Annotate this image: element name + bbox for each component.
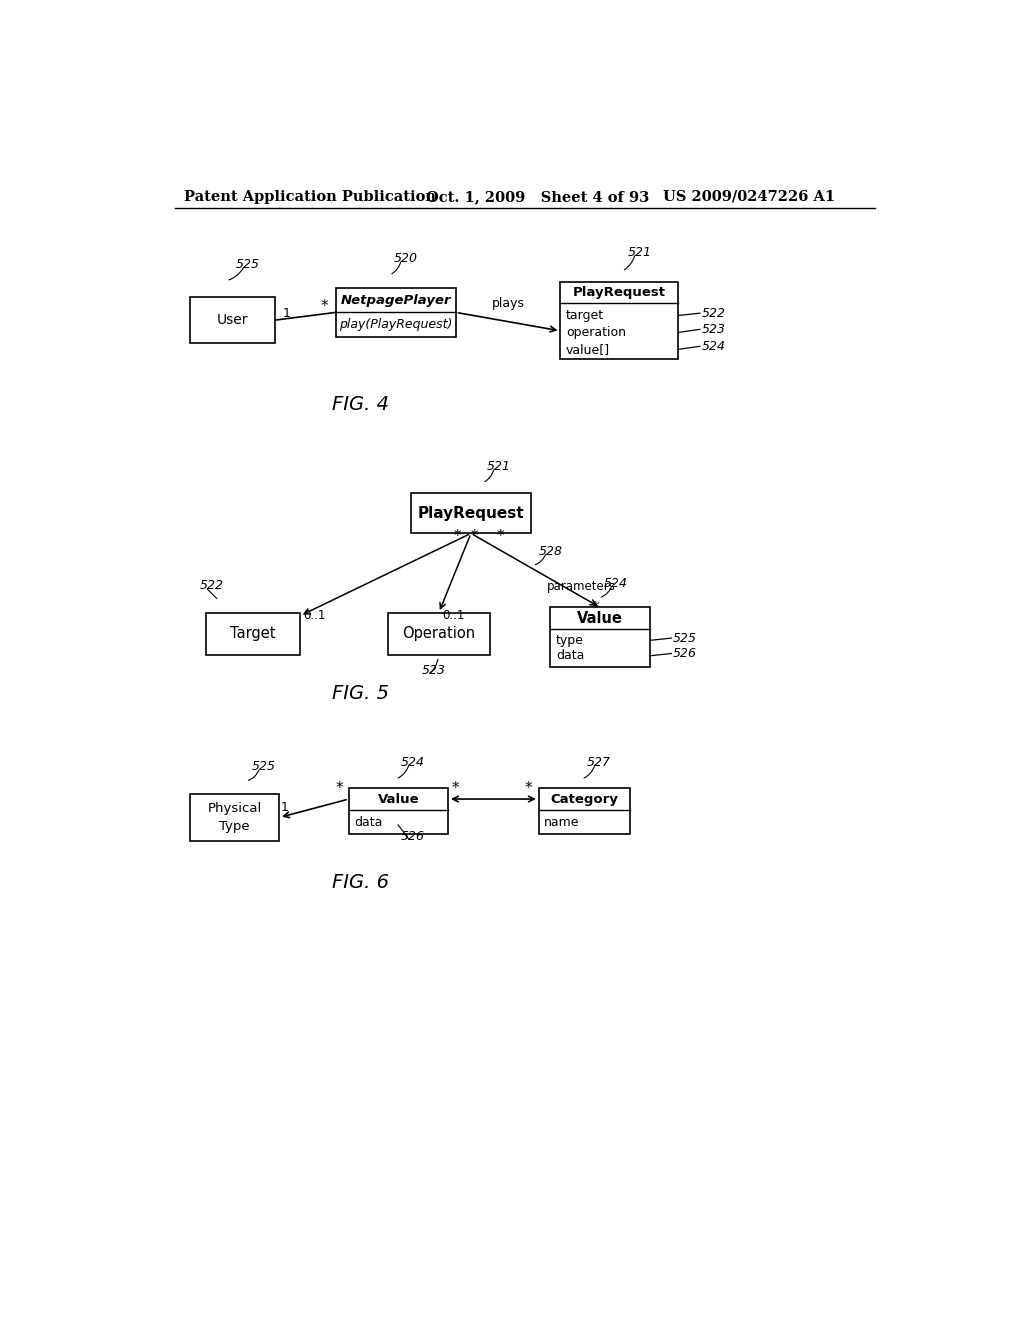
Text: 522: 522 [701, 306, 725, 319]
Text: *: * [336, 781, 343, 796]
Text: 521: 521 [628, 246, 651, 259]
Bar [388, 612, 489, 655]
Text: Physical
Type: Physical Type [208, 803, 262, 833]
Text: 525: 525 [252, 760, 275, 774]
Text: US 2009/0247226 A1: US 2009/0247226 A1 [663, 190, 835, 203]
Text: parameters: parameters [547, 581, 615, 594]
Text: User: User [217, 313, 249, 327]
Text: name: name [544, 816, 580, 829]
Text: 1: 1 [283, 308, 291, 321]
Text: operation: operation [566, 326, 626, 339]
Text: 525: 525 [237, 259, 260, 271]
Text: 523: 523 [701, 323, 725, 335]
Bar [560, 281, 678, 359]
Bar [550, 607, 649, 668]
Text: *: * [452, 781, 460, 796]
Text: 522: 522 [200, 579, 223, 593]
Text: *: * [524, 781, 531, 796]
Bar [190, 793, 280, 841]
Text: 524: 524 [401, 756, 425, 770]
Text: plays: plays [492, 297, 524, 310]
Bar [206, 612, 300, 655]
Text: 526: 526 [673, 647, 696, 660]
Text: 528: 528 [539, 545, 562, 557]
Text: 1: 1 [281, 801, 289, 814]
Text: FIG. 6: FIG. 6 [332, 873, 389, 892]
Bar [411, 494, 531, 533]
Text: Value: Value [578, 611, 623, 626]
Text: 525: 525 [673, 631, 696, 644]
Text: FIG. 5: FIG. 5 [332, 684, 389, 704]
Text: type: type [556, 634, 584, 647]
Text: 527: 527 [587, 756, 611, 770]
Bar [336, 288, 456, 337]
Text: Patent Application Publication: Patent Application Publication [183, 190, 436, 203]
Text: *: * [497, 529, 504, 544]
Text: 523: 523 [422, 664, 446, 677]
Text: *: * [322, 298, 329, 314]
Text: 524: 524 [701, 339, 725, 352]
Text: 526: 526 [401, 829, 425, 842]
Text: 0..1: 0..1 [303, 609, 326, 622]
Text: 524: 524 [604, 577, 629, 590]
Text: data: data [556, 649, 584, 663]
Text: data: data [354, 816, 383, 829]
Text: value[]: value[] [566, 343, 610, 356]
Text: Target: Target [230, 627, 275, 642]
Text: NetpagePlayer: NetpagePlayer [341, 293, 451, 306]
Text: *: * [471, 529, 478, 544]
Text: Category: Category [551, 792, 618, 805]
Bar [349, 788, 449, 834]
Text: Value: Value [378, 792, 419, 805]
Bar [539, 788, 630, 834]
Text: FIG. 4: FIG. 4 [332, 395, 389, 414]
Text: Operation: Operation [402, 627, 475, 642]
Text: PlayRequest: PlayRequest [418, 506, 524, 521]
Text: *: * [592, 602, 599, 616]
Text: target: target [566, 309, 604, 322]
Bar [190, 297, 275, 343]
Text: Oct. 1, 2009   Sheet 4 of 93: Oct. 1, 2009 Sheet 4 of 93 [426, 190, 649, 203]
Text: *: * [454, 529, 461, 544]
Text: play(PlayRequest): play(PlayRequest) [339, 318, 453, 331]
Text: PlayRequest: PlayRequest [572, 286, 666, 298]
Text: 520: 520 [393, 252, 418, 265]
Text: 521: 521 [486, 459, 510, 473]
Text: 0..1: 0..1 [442, 609, 464, 622]
